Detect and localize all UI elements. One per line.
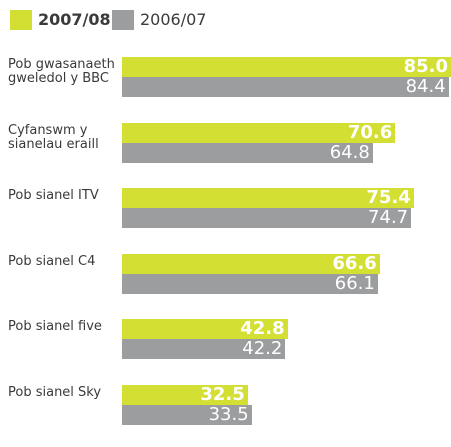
value-label: 42.8 (240, 318, 285, 340)
bar (122, 122, 396, 143)
bar (122, 142, 373, 163)
bar (122, 385, 248, 405)
bar (122, 319, 288, 340)
legend-swatch (10, 10, 32, 30)
bar (122, 339, 286, 360)
value-label: 42.2 (242, 338, 283, 360)
value-label: 33.5 (208, 404, 249, 425)
category-label: Pob sianel ITV (8, 188, 99, 204)
value-label: 75.4 (366, 187, 411, 209)
value-label: 74.7 (368, 207, 409, 229)
value-label: 32.5 (200, 384, 245, 405)
bar (122, 77, 449, 97)
bar (122, 57, 451, 77)
bar (122, 273, 378, 294)
legend-swatch (112, 10, 134, 30)
category-label: Pob gwasanaeth gweledol y BBC (8, 57, 115, 86)
category-label: Pob sianel five (8, 319, 102, 335)
category-label: Cyfanswm y sianelau eraill (8, 122, 99, 152)
bar (122, 253, 380, 274)
value-label: 66.1 (334, 272, 375, 294)
value-label: 64.8 (329, 141, 370, 163)
bar (122, 208, 412, 229)
legend-label: 2007/08 (38, 10, 111, 29)
value-label: 84.4 (405, 76, 446, 97)
bar (122, 405, 252, 425)
legend-label: 2006/07 (140, 10, 207, 29)
value-label: 70.6 (347, 121, 393, 143)
value-label: 66.6 (332, 252, 377, 274)
category-label: Pob sianel C4 (8, 253, 96, 269)
value-label: 85.0 (403, 56, 448, 77)
bar (122, 188, 414, 209)
category-label: Pob sianel Sky (8, 385, 102, 400)
